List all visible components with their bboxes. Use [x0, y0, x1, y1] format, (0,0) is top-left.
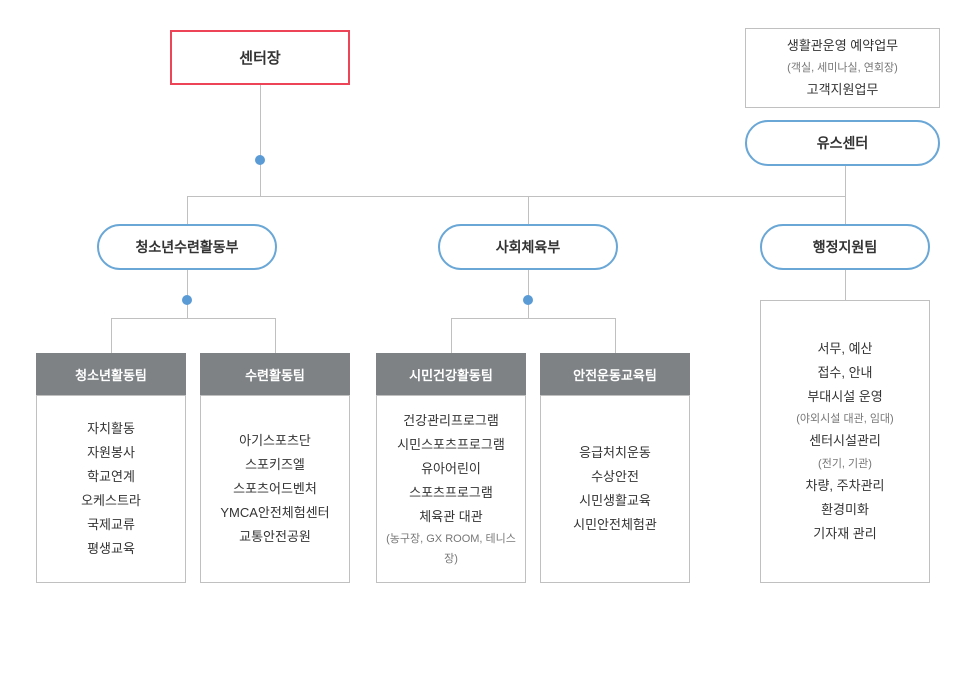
connector-line: [187, 270, 188, 318]
youth-center-info: 생활관운영 예약업무(객실, 세미나실, 연회장)고객지원업무: [745, 28, 940, 108]
info-line: 고객지원업무: [807, 78, 879, 102]
detail-line: 서무, 예산: [817, 337, 872, 361]
detail-line: (농구장, GX ROOM, 테니스장): [381, 529, 521, 570]
info-line: (객실, 세미나실, 연회장): [787, 58, 898, 78]
connector-dot: [523, 295, 533, 305]
detail-box-0: 자치활동자원봉사학교연계오케스트라국제교류평생교육: [36, 395, 186, 583]
detail-line: 학교연계: [87, 465, 135, 489]
connector-line: [111, 318, 276, 319]
detail-line: 응급처치운동: [579, 441, 651, 465]
detail-line: 부대시설 운영: [807, 385, 882, 409]
team-header-3: 안전운동교육팀: [540, 353, 690, 395]
youth-center-pill: 유스센터: [745, 120, 940, 166]
detail-line: 스포키즈엘: [245, 453, 305, 477]
detail-line: 차량, 주차관리: [806, 474, 885, 498]
detail-line: 자치활동: [87, 417, 135, 441]
detail-line: 시민생활교육: [579, 489, 651, 513]
connector-dot: [255, 155, 265, 165]
detail-line: 스포츠어드벤처: [233, 477, 317, 501]
org-chart: 센터장 생활관운영 예약업무(객실, 세미나실, 연회장)고객지원업무유스센터청소…: [0, 0, 976, 678]
detail-box-4: 서무, 예산접수, 안내부대시설 운영(야외시설 대관, 임대)센터시설관리(전…: [760, 300, 930, 583]
detail-line: 교통안전공원: [239, 525, 311, 549]
detail-box-2: 건강관리프로그램시민스포츠프로그램유아어린이스포츠프로그램체육관 대관(농구장,…: [376, 395, 526, 583]
detail-line: 기자재 관리: [813, 522, 876, 546]
connector-line: [187, 196, 846, 197]
detail-line: 체육관 대관: [419, 505, 482, 529]
team-header-0: 청소년활동팀: [36, 353, 186, 395]
connector-line: [260, 85, 261, 196]
connector-line: [111, 318, 112, 353]
detail-line: 수상안전: [591, 465, 639, 489]
detail-line: 건강관리프로그램: [403, 409, 499, 433]
detail-box-1: 아기스포츠단스포키즈엘스포츠어드벤처YMCA안전체험센터교통안전공원: [200, 395, 350, 583]
detail-line: 시민스포츠프로그램: [397, 433, 505, 457]
connector-line: [275, 318, 276, 353]
detail-line: 시민안전체험관: [573, 513, 657, 537]
dept-pill-2: 행정지원팀: [760, 224, 930, 270]
dept-pill-0: 청소년수련활동부: [97, 224, 277, 270]
detail-line: 환경미화: [821, 498, 869, 522]
detail-line: 접수, 안내: [817, 361, 872, 385]
detail-line: (전기, 기관): [818, 454, 872, 474]
detail-box-3: 응급처치운동수상안전시민생활교육시민안전체험관: [540, 395, 690, 583]
detail-line: 오케스트라: [81, 489, 141, 513]
detail-line: 자원봉사: [87, 441, 135, 465]
connector-line: [451, 318, 452, 353]
detail-line: (야외시설 대관, 임대): [796, 409, 893, 429]
team-header-1: 수련활동팀: [200, 353, 350, 395]
detail-line: 센터시설관리: [809, 429, 881, 453]
detail-line: 평생교육: [87, 537, 135, 561]
detail-line: 국제교류: [87, 513, 135, 537]
root-center-director: 센터장: [170, 30, 350, 85]
detail-line: 아기스포츠단: [239, 429, 311, 453]
detail-line: YMCA안전체험센터: [220, 501, 329, 525]
team-header-2: 시민건강활동팀: [376, 353, 526, 395]
dept-pill-1: 사회체육부: [438, 224, 618, 270]
connector-line: [528, 270, 529, 318]
connector-line: [845, 166, 846, 224]
info-line: 생활관운영 예약업무: [787, 34, 898, 58]
connector-line: [451, 318, 616, 319]
connector-line: [845, 270, 846, 300]
detail-line: 유아어린이: [421, 457, 481, 481]
connector-line: [528, 196, 529, 224]
connector-dot: [182, 295, 192, 305]
connector-line: [615, 318, 616, 353]
connector-line: [187, 196, 188, 224]
detail-line: 스포츠프로그램: [409, 481, 493, 505]
